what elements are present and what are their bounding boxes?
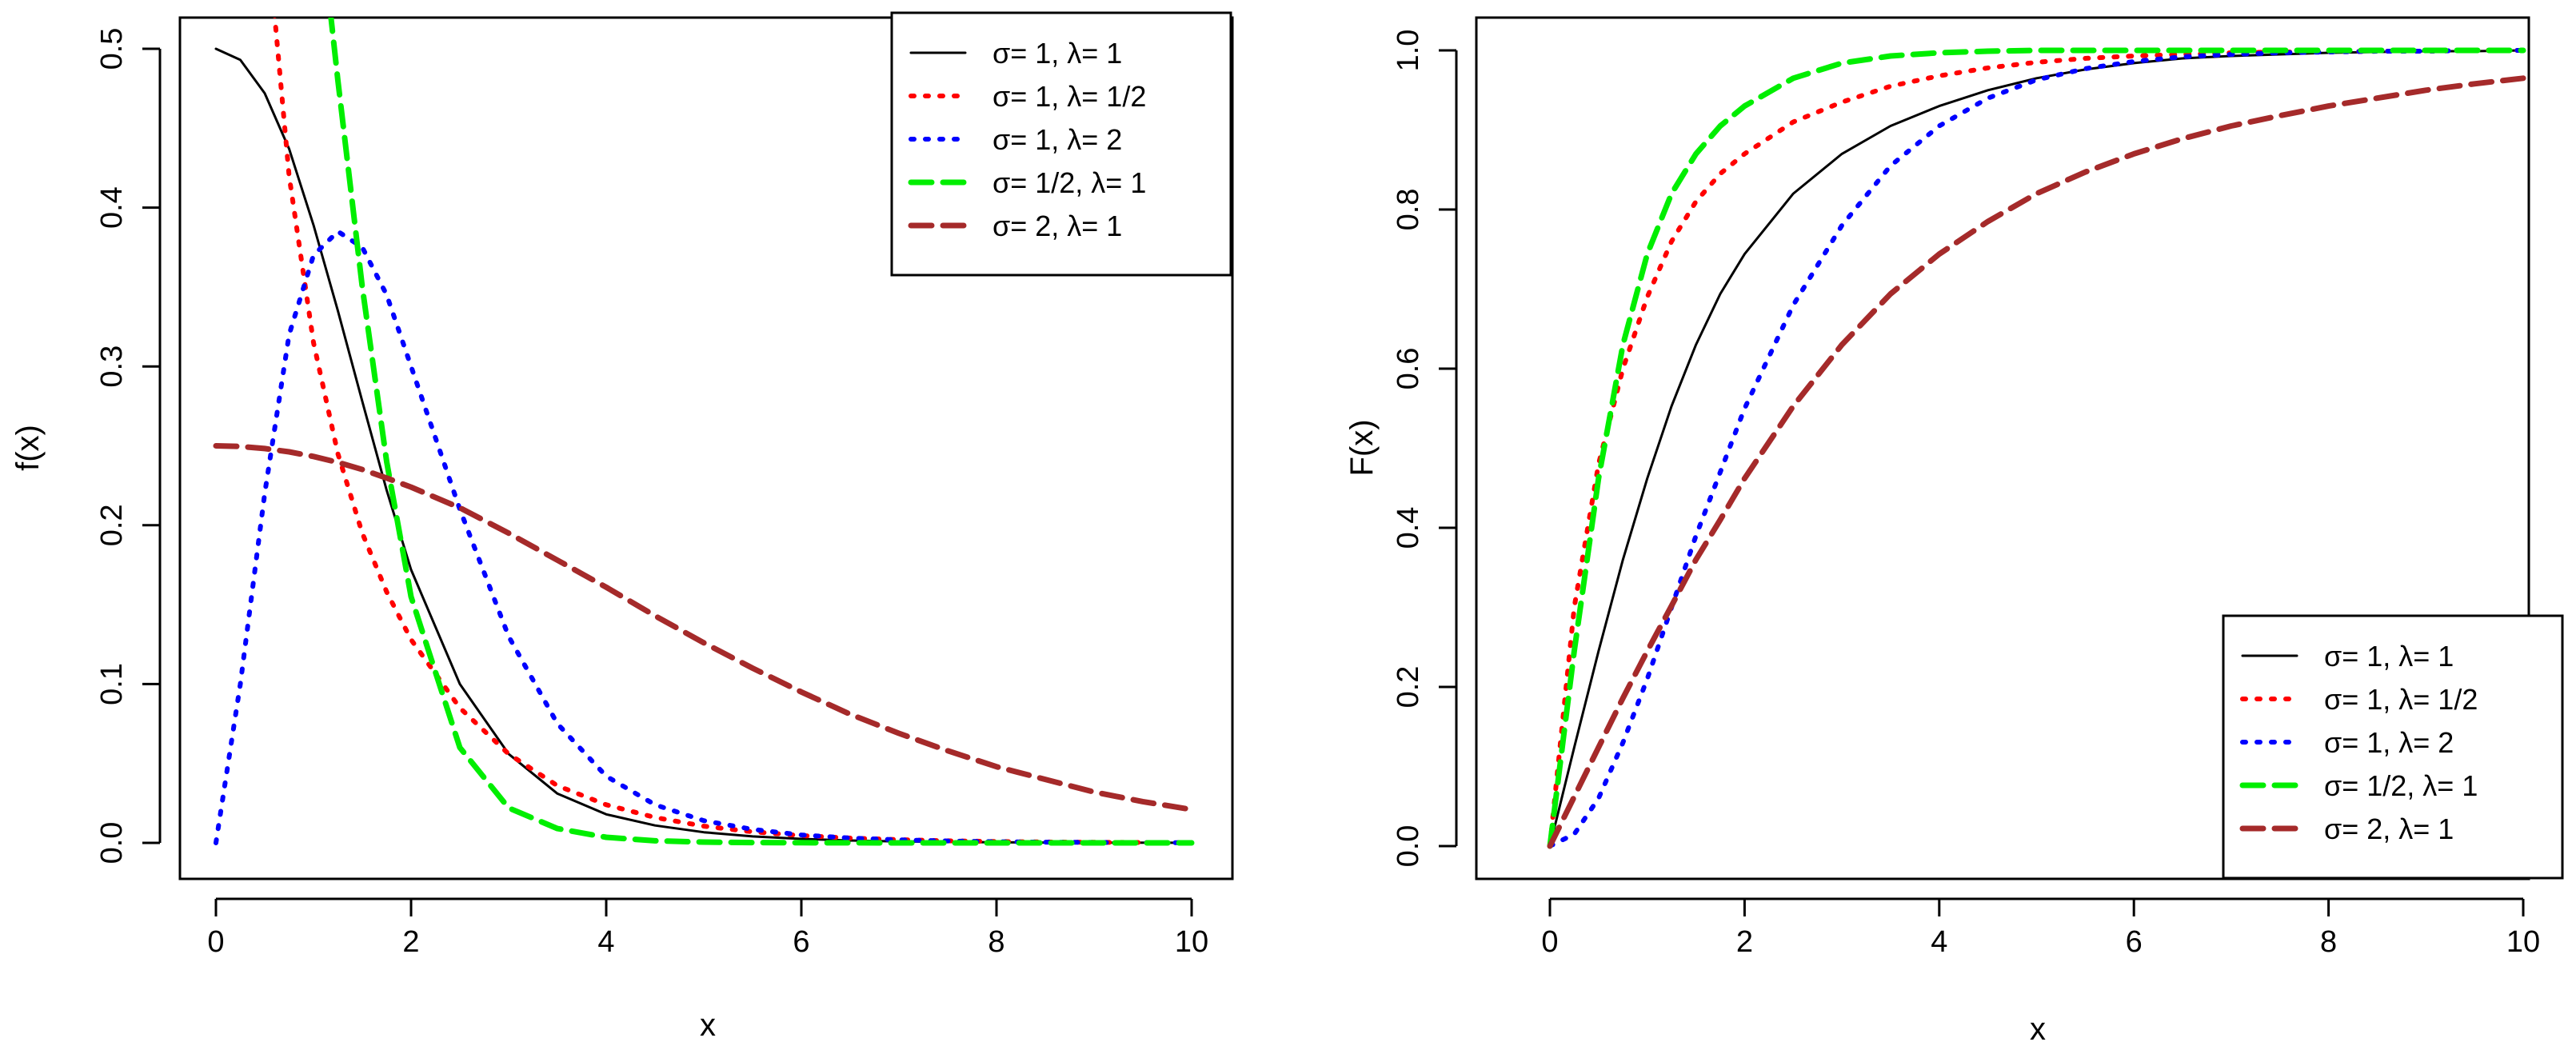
cdf-plot-frame [1475, 16, 2530, 880]
cdf-legend-label-5: σ= 2, λ= 1 [2324, 812, 2454, 845]
density-plot-frame [178, 16, 1234, 880]
cdf-y-axis: 0.0 0.2 0.4 0.6 0.8 1.0 [1392, 30, 1458, 868]
cdf-y-tick-label: 1.0 [1392, 30, 1425, 72]
cdf-y-tick-label: 0.4 [1392, 507, 1425, 549]
density-y-tick-label: 0.5 [95, 28, 129, 70]
density-legend-box [890, 11, 1232, 277]
density-legend-label-4: σ= 1/2, λ= 1 [992, 166, 1146, 199]
density-legend-label-2: σ= 1, λ= 1/2 [992, 80, 1146, 113]
density-series-layer [213, 18, 1195, 846]
cdf-x-tick-label: 10 [2506, 925, 2540, 959]
density-legend-label-5: σ= 2, λ= 1 [992, 210, 1122, 242]
cdf-y-tick-label: 0.8 [1392, 189, 1425, 231]
cdf-series-5 [1547, 75, 2526, 849]
density-x-tick-label: 10 [1175, 925, 1208, 959]
cdf-legend-label-3: σ= 1, λ= 2 [2324, 726, 2454, 759]
density-y-tick-label: 0.3 [95, 345, 129, 388]
cdf-y-tick-label: 0.6 [1392, 348, 1425, 390]
cdf-legend-label-1: σ= 1, λ= 1 [2324, 640, 2454, 673]
cdf-series-4 [1547, 47, 2526, 849]
density-y-tick-label: 0.0 [95, 822, 129, 864]
cdf-x-tick-label: 0 [1541, 925, 1558, 959]
density-x-tick-label: 2 [402, 925, 419, 959]
cdf-y-axis-title: F(x) [1344, 419, 1380, 476]
density-x-tick-label: 0 [207, 925, 224, 959]
cdf-legend-label-2: σ= 1, λ= 1/2 [2324, 683, 2478, 716]
density-legend: σ= 1, λ= 1 σ= 1, λ= 1/2 σ= 1, λ= 2 σ= 1/2, … [890, 11, 1232, 277]
density-y-tick-label: 0.4 [95, 186, 129, 229]
cdf-y-tick-label: 0.2 [1392, 666, 1425, 709]
density-series-5 [213, 443, 1195, 812]
cdf-legend-label-4: σ= 1/2, λ= 1 [2324, 769, 2478, 802]
cdf-x-tick-label: 4 [1931, 925, 1947, 959]
cdf-x-tick-label: 2 [1736, 925, 1753, 959]
cdf-x-tick-label: 8 [2320, 925, 2337, 959]
density-y-tick-label: 0.2 [95, 504, 129, 546]
cdf-panel: 0 2 4 6 8 10 0.0 0.2 0.4 0.6 0.8 1.0 x F(x) σ= 1, … [1344, 16, 2564, 1047]
density-series-4 [328, 18, 1195, 846]
cdf-y-tick-label: 0.0 [1392, 825, 1425, 868]
density-panel: 0 2 4 6 8 10 0.0 0.1 0.2 0.3 0.4 0.5 x f(x) σ= 1, … [10, 11, 1234, 1043]
cdf-x-tick-label: 6 [2126, 925, 2143, 959]
density-y-axis-title: f(x) [10, 425, 46, 471]
density-legend-label-1: σ= 1, λ= 1 [992, 37, 1122, 70]
cdf-series-layer [1547, 47, 2526, 849]
density-x-axis: 0 2 4 6 8 10 [207, 897, 1208, 959]
cdf-x-axis-title: x [2030, 1012, 2046, 1047]
density-x-tick-label: 6 [793, 925, 809, 959]
cdf-legend-box [2222, 614, 2564, 880]
density-y-axis: 0.0 0.1 0.2 0.3 0.4 0.5 [95, 28, 162, 864]
density-legend-label-3: σ= 1, λ= 2 [992, 123, 1122, 156]
density-y-tick-label: 0.1 [95, 663, 129, 705]
density-x-axis-title: x [700, 1008, 716, 1043]
density-x-tick-label: 4 [597, 925, 614, 959]
cdf-legend: σ= 1, λ= 1 σ= 1, λ= 1/2 σ= 1, λ= 2 σ= 1/2, … [2222, 614, 2564, 880]
cdf-x-axis: 0 2 4 6 8 10 [1541, 897, 2540, 959]
density-x-tick-label: 8 [988, 925, 1004, 959]
